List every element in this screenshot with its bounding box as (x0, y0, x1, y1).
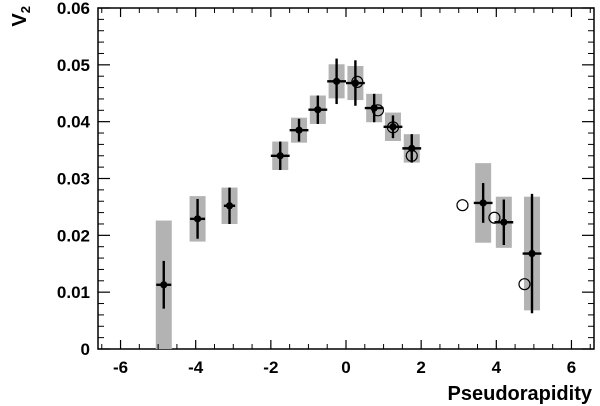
x-axis-label: Pseudorapidity (448, 383, 593, 405)
x-tick-label: -6 (113, 358, 128, 377)
x-tick-label: 0 (341, 358, 350, 377)
open-data-point (371, 104, 385, 117)
x-tick-label: 4 (492, 358, 502, 377)
open-data-point (386, 121, 400, 134)
y-tick-label: 0.01 (57, 283, 90, 302)
filled-data-point (193, 215, 202, 223)
filled-data-point (479, 199, 487, 207)
open-data-point (456, 199, 469, 212)
y-tick-label: 0.03 (57, 170, 90, 189)
filled-data-point (225, 202, 234, 210)
y-tick-label: 0.05 (57, 56, 90, 75)
tick-labels: -6 -4 -2 0 2 4 6 0 0.01 0.02 0.03 0.04 0.05 0.06 (57, 0, 576, 377)
x-tick-label: 6 (567, 358, 576, 377)
x-tick-label: 2 (416, 358, 425, 377)
filled-data-point (295, 126, 303, 134)
axis-ticks (98, 7, 594, 350)
y-tick-label: 0 (81, 340, 90, 359)
y-tick-label: 0.02 (57, 226, 90, 245)
filled-data-point (528, 249, 536, 258)
open-data-point (405, 149, 418, 162)
y-axis-label-group: V2 (9, 6, 33, 27)
y-axis-label: V2 (9, 6, 33, 27)
filled-data-point (351, 79, 359, 87)
filled-data-point (160, 281, 168, 289)
filled-data-point (314, 106, 322, 114)
y-tick-label: 0.04 (57, 113, 91, 132)
plot-frame (97, 7, 595, 350)
filled-data-point (333, 77, 341, 85)
filled-data-point (389, 123, 397, 131)
x-tick-label: -4 (188, 358, 204, 377)
y-axis-label-main: V (9, 13, 31, 27)
y-tick-label: 0.06 (57, 0, 90, 18)
x-tick-label: -2 (263, 358, 278, 377)
open-data-point (351, 75, 364, 88)
filled-data-point (500, 218, 508, 226)
open-data-point (488, 211, 501, 224)
y-axis-label-subscript: 2 (18, 6, 33, 13)
data-markers (160, 75, 536, 291)
open-data-point (518, 278, 531, 291)
filled-data-point (276, 152, 284, 160)
